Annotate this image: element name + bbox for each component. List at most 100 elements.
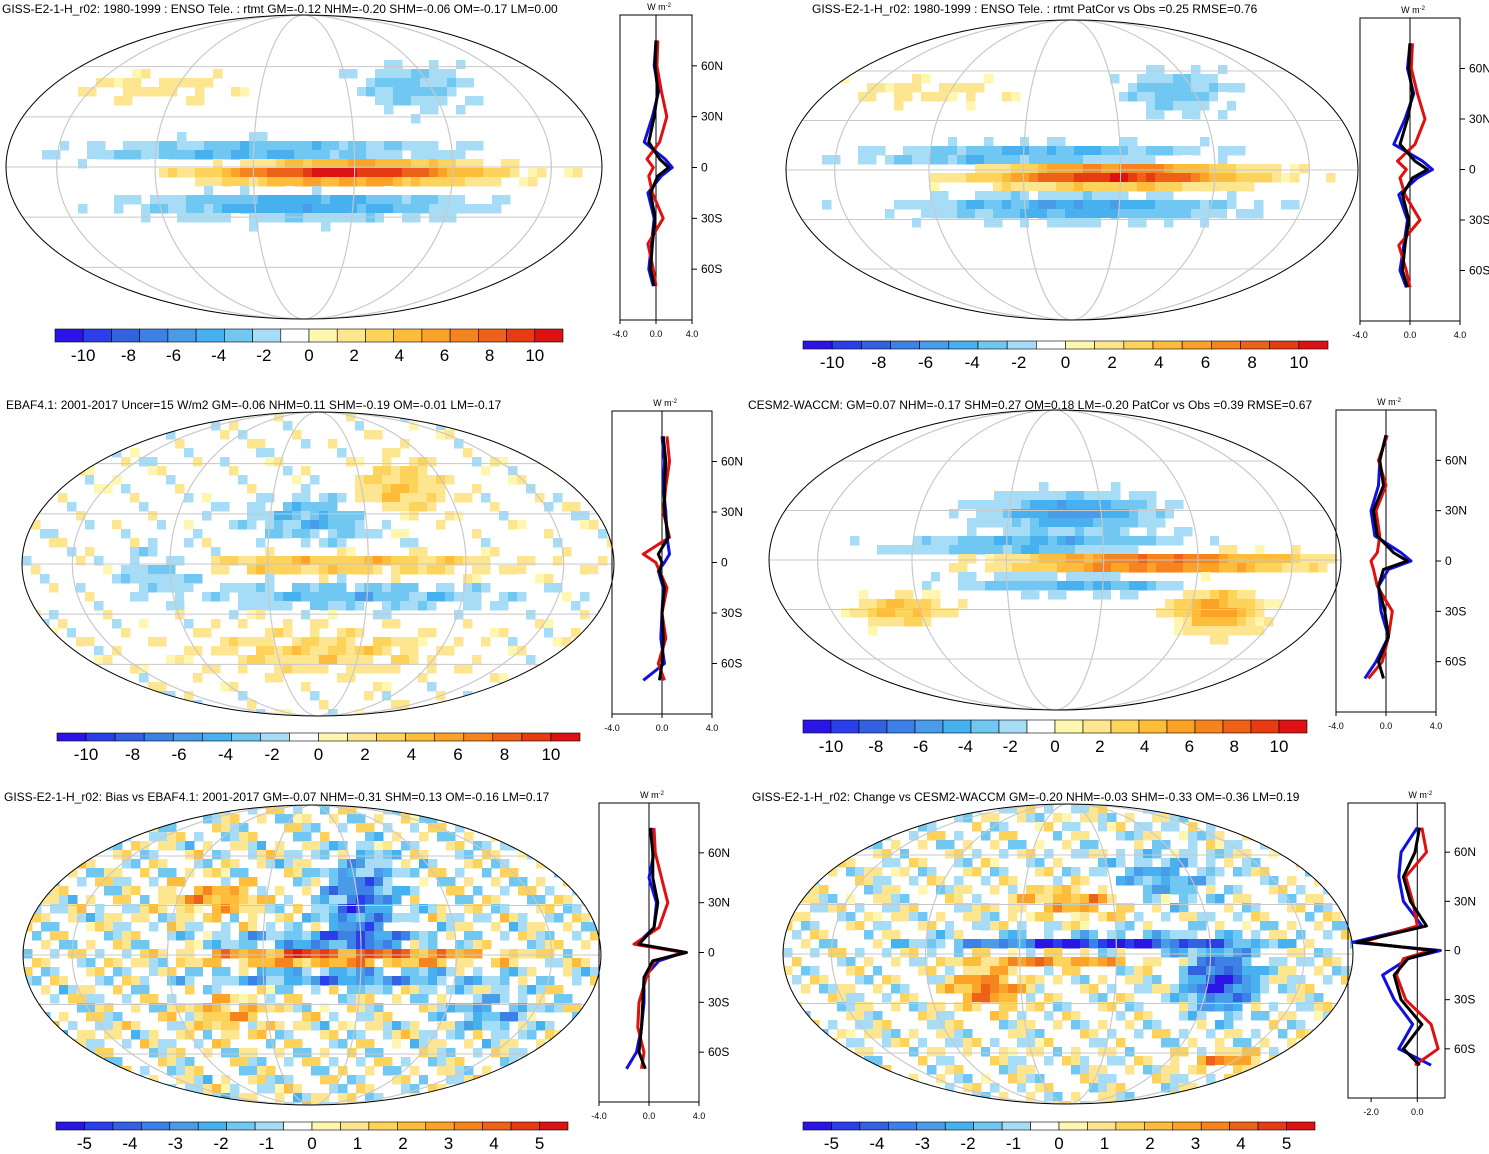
panel-1-title: GISS-E2-1-H_r02: 1980-1999 : ENSO Tele. … bbox=[2, 2, 558, 16]
lat-tick-label: 0 bbox=[1454, 944, 1461, 958]
units-exponent: -2 bbox=[659, 791, 665, 797]
colorbar-tick-label: 4 bbox=[1140, 737, 1149, 756]
lat-tick-label: 30N bbox=[708, 896, 730, 910]
x-tick-label: -4.0 bbox=[1352, 330, 1368, 340]
profile-frame bbox=[611, 410, 713, 715]
colorbar-tick-label: -4 bbox=[869, 1134, 884, 1153]
colorbar-box bbox=[1152, 340, 1183, 350]
lat-tick-label: 30S bbox=[701, 211, 722, 225]
colorbar-box bbox=[55, 1121, 85, 1131]
profile-line-blue bbox=[1351, 826, 1442, 1067]
colorbar-box bbox=[260, 732, 290, 742]
zonal-profile: 60N 30N 0 30S 60S -4.0 0.0 4.0 W m-2 bbox=[1328, 397, 1467, 731]
colorbar-box bbox=[376, 732, 406, 742]
colorbar-tick-label: -6 bbox=[171, 745, 186, 764]
colorbar-tick-label: -1 bbox=[1006, 1134, 1021, 1153]
colorbar-box bbox=[421, 328, 451, 343]
colorbar-tick-label: -10 bbox=[74, 745, 99, 764]
colorbar-box bbox=[1087, 1121, 1117, 1131]
colorbar-tick-label: 2 bbox=[398, 1134, 407, 1153]
units-label: W m-2 bbox=[1377, 397, 1401, 407]
lat-tick-label: 60N bbox=[1454, 845, 1476, 859]
profile-line-red bbox=[1360, 827, 1440, 1067]
colorbar-box bbox=[482, 1121, 512, 1131]
panel-2: 60N 30N 0 30S 60S -4.0 0.0 4.0 W m-2 -10 -8 -6 -4 -2 0… bbox=[785, 5, 1489, 372]
colorbar-box bbox=[1001, 1121, 1031, 1131]
colorbar-tick-label: -5 bbox=[77, 1134, 92, 1153]
map-border bbox=[782, 803, 1354, 1105]
profile-frame bbox=[619, 14, 693, 321]
colorbar-box bbox=[425, 1121, 455, 1131]
profile-line-red bbox=[632, 827, 686, 1070]
anomaly-field bbox=[841, 482, 1337, 645]
colorbar-box bbox=[311, 1121, 341, 1131]
colorbar-box bbox=[172, 732, 203, 742]
colorbar-box bbox=[831, 340, 862, 350]
robinson-map bbox=[22, 804, 602, 1106]
colorbar-box bbox=[1250, 719, 1280, 734]
colorbar-tick-label: -3 bbox=[168, 1134, 183, 1153]
colorbar-box bbox=[890, 340, 920, 350]
colorbar: -5 -4 -3 -2 -1 0 1 2 3 4 5 bbox=[55, 1121, 569, 1153]
colorbar-tick-label: 2 bbox=[360, 745, 369, 764]
colorbar-box bbox=[802, 1121, 832, 1131]
profile-line-black bbox=[1355, 827, 1438, 1067]
colorbar-box bbox=[1229, 1121, 1259, 1131]
units-label: W m-2 bbox=[1401, 5, 1425, 15]
colorbar-box bbox=[197, 1121, 227, 1131]
anomaly-field bbox=[23, 805, 601, 1105]
colorbar-tick-label: -10 bbox=[819, 737, 844, 756]
colorbar-box bbox=[143, 732, 174, 742]
profile-frame bbox=[1359, 17, 1461, 322]
units-exponent: -2 bbox=[1420, 6, 1426, 12]
profile-line-black bbox=[1372, 434, 1409, 679]
profile-line-red bbox=[1367, 434, 1394, 680]
colorbar-box bbox=[859, 1121, 889, 1131]
colorbar-tick-label: -4 bbox=[218, 745, 233, 764]
colorbar-box bbox=[944, 1121, 974, 1131]
colorbar-box bbox=[521, 732, 552, 742]
colorbar-tick-label: 6 bbox=[440, 346, 449, 365]
colorbar-tick-label: -2 bbox=[264, 745, 279, 764]
colorbar-box bbox=[347, 732, 377, 742]
profile-line-blue bbox=[1363, 434, 1413, 680]
profile-frame bbox=[1347, 802, 1446, 1099]
colorbar-tick-label: -5 bbox=[824, 1134, 839, 1153]
colorbar-box bbox=[1172, 1121, 1202, 1131]
profile-frame bbox=[598, 802, 700, 1103]
colorbar-box bbox=[1006, 340, 1037, 350]
colorbar-tick-label: 6 bbox=[453, 745, 462, 764]
units-label: W m-2 bbox=[653, 398, 677, 408]
colorbar-box bbox=[308, 328, 338, 343]
colorbar-box bbox=[1278, 719, 1308, 734]
lat-tick-label: 60S bbox=[701, 262, 722, 276]
colorbar: -10 -8 -6 -4 -2 0 2 4 6 8 10 bbox=[56, 732, 581, 764]
anomaly-field bbox=[795, 56, 1336, 228]
colorbar-tick-label: -4 bbox=[965, 353, 980, 372]
colorbar-tick-label: 10 bbox=[1289, 353, 1308, 372]
lat-tick-label: 60S bbox=[1454, 1042, 1475, 1056]
x-tick-label: 0.0 bbox=[643, 1111, 656, 1121]
lat-tick-label: 30N bbox=[721, 505, 743, 519]
x-tick-label: 0.0 bbox=[656, 723, 669, 733]
colorbar-box bbox=[280, 328, 310, 343]
x-tick-label: 0.0 bbox=[1411, 1107, 1424, 1117]
colorbar-box bbox=[453, 1121, 483, 1131]
lat-tick-label: 30N bbox=[1454, 894, 1476, 908]
colorbar-tick-label: -4 bbox=[211, 346, 226, 365]
colorbar-box bbox=[510, 1121, 540, 1131]
colorbar-box bbox=[1123, 340, 1154, 350]
x-tick-label: 0.0 bbox=[1380, 721, 1393, 731]
profile-line-black bbox=[1398, 43, 1429, 288]
panel-6: 60N 30N 0 30S 60S -2.0 0.0 W m-2 -5 -4 -3 -2 -1 0 1 2 3 4… bbox=[782, 790, 1476, 1153]
map-border bbox=[768, 409, 1342, 711]
colorbar-box bbox=[1240, 340, 1270, 350]
zonal-profile: 60N 30N 0 30S 60S -4.0 0.0 4.0 W m-2 bbox=[604, 398, 743, 733]
colorbar-box bbox=[84, 1121, 114, 1131]
zonal-profile: 60N 30N 0 30S 60S -2.0 0.0 W m-2 bbox=[1347, 790, 1476, 1117]
colorbar-tick-label: -10 bbox=[71, 346, 96, 365]
profile-line-black bbox=[647, 40, 671, 287]
x-tick-label: 4.0 bbox=[693, 1111, 706, 1121]
colorbar-box bbox=[1082, 719, 1112, 734]
robinson-map bbox=[785, 19, 1359, 321]
